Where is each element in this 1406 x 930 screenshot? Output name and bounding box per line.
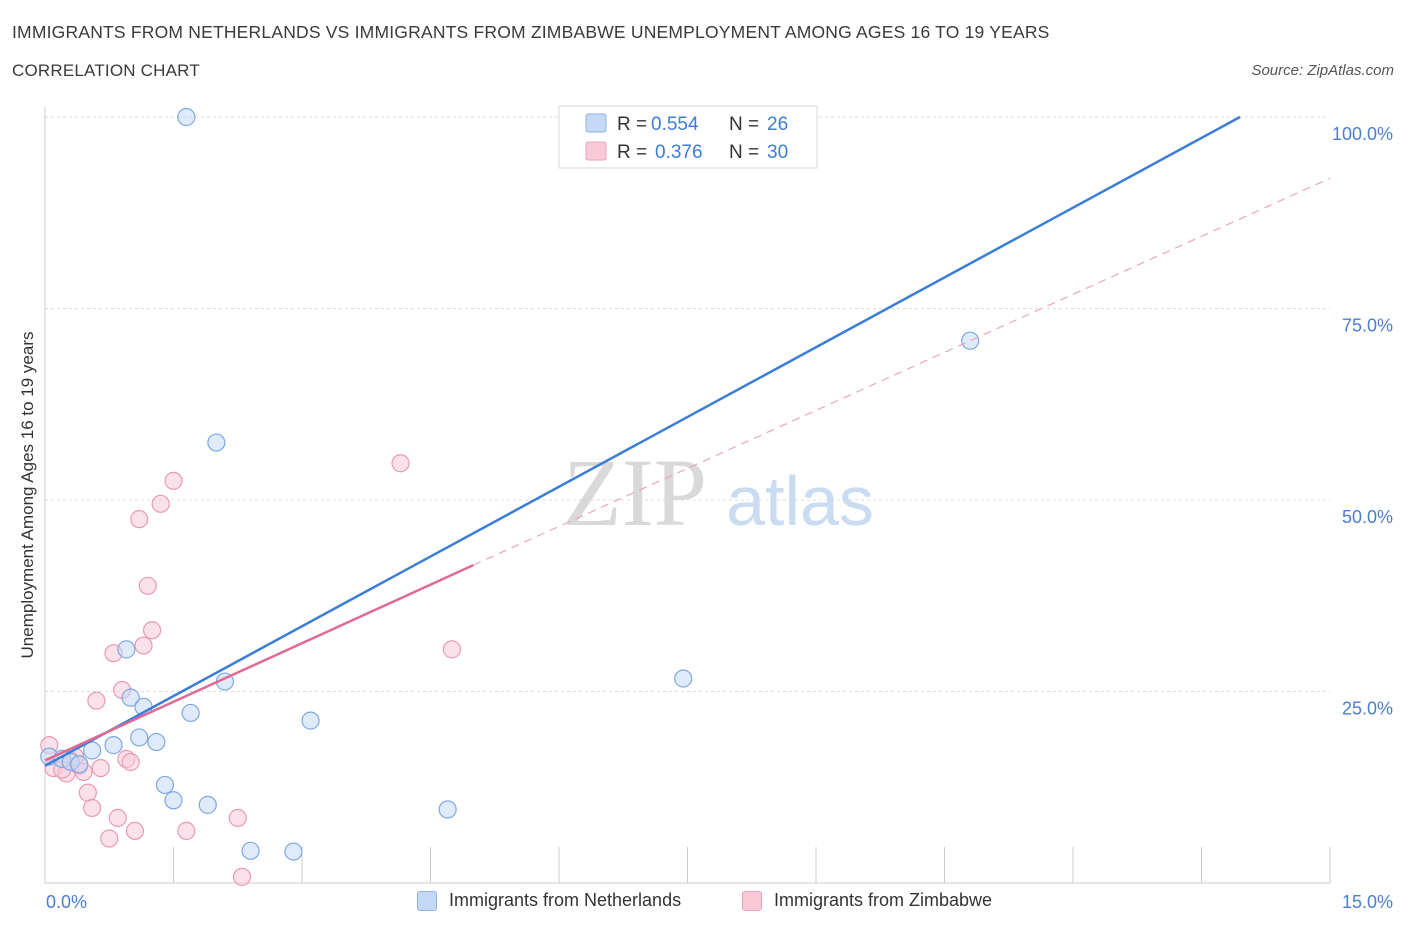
data-point-zimbabwe [142, 621, 162, 640]
legend-n-value: 26 [767, 114, 788, 135]
legend-top: R = 0.554 N = 26 R = 0.376 N = 30 [558, 105, 818, 169]
data-point-zimbabwe [164, 471, 183, 490]
legend-swatch-zimbabwe [742, 890, 762, 911]
data-point-netherlands [155, 775, 175, 795]
data-point-zimbabwe [125, 821, 145, 841]
data-point-netherlands [117, 640, 136, 659]
data-point-netherlands [164, 791, 183, 810]
data-point-zimbabwe [121, 752, 140, 772]
watermark-zip: ZIP [563, 439, 707, 546]
data-point-netherlands [181, 703, 200, 723]
legend-r-label: R = [617, 142, 647, 163]
legend-r-value: 0.554 [651, 114, 699, 135]
data-point-netherlands [147, 732, 166, 752]
x-tick-label: 15.0% [1342, 892, 1393, 912]
data-point-netherlands [70, 755, 89, 774]
trendline-zimbabwe [44, 563, 474, 762]
legend-item-zimbabwe: Immigrants from Zimbabwe [742, 890, 992, 911]
data-point-netherlands [177, 107, 196, 127]
trendline-zimbabwe-extension [473, 177, 1331, 566]
y-tick-label: 25.0% [1342, 699, 1393, 719]
data-point-zimbabwe [108, 808, 127, 827]
data-point-zimbabwe [130, 510, 149, 529]
y-tick-label: 100.0% [1332, 124, 1393, 144]
legend-swatch-netherlands [585, 113, 607, 133]
legend-r-label: R = [617, 114, 647, 135]
source-credit: Source: ZipAtlas.com [1251, 62, 1394, 79]
data-point-zimbabwe [391, 454, 410, 473]
data-point-zimbabwe [87, 691, 106, 710]
legend-swatch-netherlands [417, 890, 437, 911]
data-point-netherlands [121, 688, 140, 707]
data-point-zimbabwe [100, 829, 119, 848]
y-tick-label: 50.0% [1342, 507, 1393, 527]
data-point-netherlands [207, 433, 226, 452]
data-point-zimbabwe [232, 867, 252, 886]
data-point-netherlands [674, 669, 693, 688]
legend-n-value: 30 [767, 142, 788, 163]
legend-swatch-zimbabwe [585, 141, 607, 161]
legend-label-zimbabwe: Immigrants from Zimbabwe [774, 890, 993, 910]
data-point-zimbabwe [228, 808, 247, 827]
data-point-netherlands [241, 841, 260, 860]
data-point-netherlands [301, 711, 320, 730]
data-point-zimbabwe [177, 821, 196, 841]
data-point-zimbabwe [91, 758, 110, 778]
legend-label-netherlands: Immigrants from Netherlands [449, 890, 682, 910]
data-point-zimbabwe [151, 494, 170, 513]
data-point-zimbabwe [138, 576, 157, 595]
legend-item-netherlands: Immigrants from Netherlands [417, 890, 681, 911]
data-point-netherlands [104, 736, 123, 755]
legend-r-value: 0.376 [655, 142, 703, 163]
trend-layer [44, 115, 1331, 767]
chart-title: IMMIGRANTS FROM NETHERLANDS VS IMMIGRANT… [12, 22, 1050, 42]
data-point-netherlands [83, 741, 102, 760]
data-point-zimbabwe [442, 640, 462, 659]
watermark-atlas: atlas [726, 462, 874, 540]
data-point-netherlands [284, 842, 303, 861]
legend-bottom: Immigrants from Netherlands Immigrants f… [0, 890, 1406, 916]
trendline-netherlands [44, 115, 1241, 767]
legend-n-label: N = [729, 142, 759, 163]
grid-layer [45, 116, 1330, 692]
data-point-netherlands [130, 728, 149, 747]
data-point-netherlands [961, 331, 980, 350]
axis-layer: 25.0% 50.0% 75.0% 100.0% 0.0% 15.0% [44, 107, 1393, 912]
data-point-zimbabwe [83, 798, 102, 818]
data-point-zimbabwe [134, 636, 153, 655]
y-tick-label: 75.0% [1342, 316, 1393, 336]
data-point-netherlands [438, 800, 457, 819]
x-tick-label: 0.0% [46, 892, 87, 912]
data-point-zimbabwe [78, 783, 97, 802]
watermark: ZIP atlas [563, 439, 874, 546]
data-point-netherlands [198, 795, 217, 814]
chart-subtitle: CORRELATION CHART [12, 61, 200, 80]
legend-n-label: N = [729, 114, 759, 135]
